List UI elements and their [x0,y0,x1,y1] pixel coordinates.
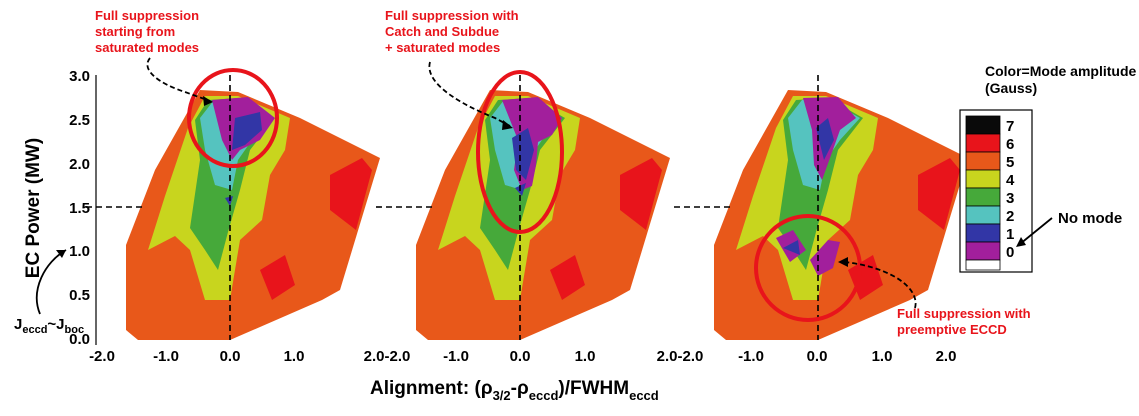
x-tick-label: -1.0 [738,348,764,365]
contour-panel-1 [86,75,380,340]
contour-region-blue [225,196,233,206]
y-tick-label: 2.0 [69,156,90,173]
x-tick-label: 1.0 [575,348,596,365]
jeccd-arrowhead [56,250,66,258]
annotation-line: Full suppression with [897,306,1031,321]
legend-swatch [965,223,1001,243]
annotation-arrow-1 [146,57,211,102]
contour-region-red [550,255,585,300]
legend-level-label: 6 [1006,136,1014,153]
legend-swatch [965,187,1001,207]
legend-swatch [965,241,1001,261]
no-mode-arrowhead [1016,237,1026,247]
contour-region-blue [512,128,534,180]
x-tick-label: 0.0 [220,348,241,365]
y-tick-label: 1.5 [69,200,90,217]
no-mode-arrow [1019,217,1053,245]
contour-region-red [330,158,372,230]
annotation-line: saturated modes [95,40,199,55]
annotation-arrow-2 [428,61,511,127]
contour-panel-3 [674,75,968,340]
legend-level-label: 4 [1006,172,1015,189]
highlight-circle-1 [187,68,279,168]
legend-level-label: 0 [1006,244,1014,261]
y-tick-label: 0.0 [69,331,90,348]
annotation-line: + saturated modes [385,40,500,55]
x-tick-label: 0.0 [807,348,828,365]
contour-panel-2 [376,75,670,340]
annotation-panel3: Full suppression with preemptive ECCD [897,306,1031,337]
x-tick-label: -2.0 [89,348,115,365]
no-mode-label: No mode [1058,210,1122,227]
contour-region-blue [783,240,800,255]
annotation-line: starting from [95,24,175,39]
legend-title-units: (Gauss) [985,80,1037,96]
annotation-arrowhead-2 [502,120,513,130]
annotation-arrow-3 [844,261,917,309]
annotation-panel2: Full suppression with Catch and Subdue +… [385,8,519,55]
annotation-line: Catch and Subdue [385,24,499,39]
legend-swatch [965,115,1001,135]
x-axis-title: Alignment: (ρ3/2-ρeccd)/FWHMeccd [370,378,659,403]
legend-swatch [965,151,1001,171]
annotation-line: preemptive ECCD [897,322,1007,337]
legend-swatch [965,133,1001,153]
annotation-line: Full suppression with [385,8,519,23]
contour-region-red [260,255,295,300]
annotation-line: Full suppression [95,8,199,23]
x-tick-label: 0.0 [510,348,531,365]
contour-region-blue [816,118,834,160]
legend-swatch-white [965,259,1001,271]
x-tick-label: -1.0 [443,348,469,365]
y-tick-label: 2.5 [69,112,90,129]
jeccd-jboc-label: Jeccd~Jboc [14,316,84,336]
annotation-arrowhead-3 [838,257,848,267]
y-tick-labels: 0.0 0.5 1.0 1.5 2.0 2.5 3.0 [69,68,90,348]
y-tick-label: 1.0 [69,243,90,260]
y-tick-label: 3.0 [69,68,90,85]
legend-level-label: 2 [1006,208,1014,225]
x-tick-label: 2.0-2.0 [364,348,411,365]
contour-region-red [918,158,960,230]
legend-swatch [965,169,1001,189]
x-tick-labels: -2.0 -1.0 0.0 1.0 2.0-2.0 -1.0 0.0 1.0 2… [89,348,956,365]
annotation-panel1: Full suppression starting from saturated… [95,8,199,55]
legend-level-label: 3 [1006,190,1014,207]
highlight-circle-2 [476,70,564,234]
x-tick-label: 1.0 [284,348,305,365]
y-axis-title: EC Power (MW) [23,138,44,278]
legend-swatch [965,205,1001,225]
contour-region-blue [232,112,262,150]
highlight-circle-3 [754,214,862,322]
legend-level-label: 5 [1006,154,1014,171]
x-tick-label: 1.0 [872,348,893,365]
legend-level-label: 1 [1006,226,1014,243]
x-tick-label: 2.0 [936,348,957,365]
contour-region-red [620,158,662,230]
annotation-arrowhead-1 [203,96,213,106]
legend-level-label: 7 [1006,118,1014,135]
y-tick-label: 0.5 [69,287,90,304]
x-tick-label: -1.0 [153,348,179,365]
x-tick-label: 2.0-2.0 [657,348,704,365]
legend-title: Color=Mode amplitude [985,63,1137,79]
